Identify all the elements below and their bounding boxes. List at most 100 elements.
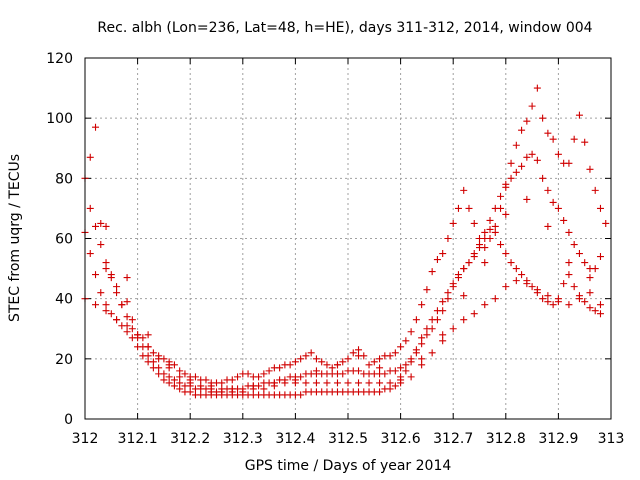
data-point xyxy=(570,283,578,291)
data-point xyxy=(123,322,131,330)
data-point xyxy=(344,379,352,387)
data-point xyxy=(134,331,142,339)
data-point xyxy=(102,307,110,315)
data-point xyxy=(381,370,389,378)
data-point xyxy=(586,274,594,282)
data-point xyxy=(107,274,115,282)
data-point xyxy=(418,340,426,348)
data-point xyxy=(97,241,105,249)
data-point xyxy=(376,379,384,387)
data-point xyxy=(449,325,457,333)
data-point xyxy=(502,183,510,191)
data-point xyxy=(134,343,142,351)
data-point xyxy=(418,334,426,342)
data-point xyxy=(544,186,552,194)
data-point xyxy=(370,358,378,366)
data-point xyxy=(491,295,499,303)
data-point xyxy=(176,367,184,375)
data-point xyxy=(497,192,505,200)
data-point xyxy=(460,292,468,300)
data-point xyxy=(407,358,415,366)
data-point xyxy=(113,289,121,297)
data-point xyxy=(465,259,473,267)
data-point xyxy=(549,135,557,143)
data-point xyxy=(391,382,399,390)
data-point xyxy=(291,376,299,384)
data-point xyxy=(412,346,420,354)
data-point xyxy=(113,283,121,291)
data-point xyxy=(312,367,320,375)
data-point xyxy=(102,301,110,309)
data-point xyxy=(507,174,515,182)
data-point xyxy=(144,331,152,339)
data-point xyxy=(565,159,573,167)
data-point xyxy=(391,367,399,375)
data-point xyxy=(581,259,589,267)
data-point xyxy=(481,228,489,236)
data-point xyxy=(570,241,578,249)
data-point xyxy=(376,388,384,396)
data-point xyxy=(586,289,594,297)
data-point xyxy=(444,235,452,242)
data-point xyxy=(186,376,194,384)
data-point xyxy=(549,301,557,309)
data-point xyxy=(575,111,583,119)
data-point xyxy=(113,316,121,324)
data-point xyxy=(407,373,415,381)
data-point xyxy=(234,373,242,381)
data-point xyxy=(481,259,489,267)
data-point xyxy=(439,337,447,345)
data-point xyxy=(265,367,273,375)
data-point xyxy=(307,349,315,357)
data-point xyxy=(470,219,478,227)
data-point xyxy=(344,355,352,363)
data-point xyxy=(465,204,473,212)
data-point xyxy=(92,123,100,131)
x-tick-label: 312.7 xyxy=(433,431,473,447)
data-point xyxy=(596,253,604,261)
data-point xyxy=(102,259,110,267)
data-point xyxy=(176,385,184,393)
data-point xyxy=(470,250,478,258)
chart-title: Rec. albh (Lon=236, Lat=48, h=HE), days … xyxy=(97,20,592,36)
data-point xyxy=(518,271,526,279)
data-point xyxy=(207,382,215,390)
data-point xyxy=(460,265,468,273)
data-point xyxy=(139,352,147,360)
data-point xyxy=(165,373,173,381)
data-point xyxy=(297,391,305,399)
data-point xyxy=(428,268,436,276)
data-point xyxy=(418,355,426,363)
data-point xyxy=(481,301,489,309)
data-point xyxy=(554,298,562,306)
y-tick-label: 60 xyxy=(55,232,73,248)
data-point xyxy=(149,349,157,357)
data-point xyxy=(123,274,131,282)
data-point xyxy=(260,385,268,393)
y-tick-label: 0 xyxy=(64,412,73,428)
data-point xyxy=(565,259,573,267)
x-tick-label: 313 xyxy=(598,431,625,447)
data-point xyxy=(123,328,131,336)
data-point xyxy=(460,316,468,324)
data-point xyxy=(454,271,462,279)
y-tick-label: 100 xyxy=(46,111,73,127)
x-tick-label: 312 xyxy=(72,431,99,447)
data-point xyxy=(596,301,604,309)
data-point xyxy=(454,204,462,212)
x-tick-label: 312.3 xyxy=(223,431,263,447)
data-point xyxy=(439,250,447,258)
data-point xyxy=(386,379,394,387)
data-point xyxy=(497,241,505,249)
data-point xyxy=(297,355,305,363)
data-point xyxy=(575,295,583,303)
data-point xyxy=(355,379,363,387)
data-point xyxy=(255,373,263,381)
data-point xyxy=(449,219,457,227)
data-point xyxy=(402,337,410,345)
data-point xyxy=(197,382,205,390)
data-point xyxy=(507,259,515,267)
data-point xyxy=(170,376,178,384)
x-tick-label: 312.6 xyxy=(381,431,421,447)
data-point xyxy=(518,162,526,170)
